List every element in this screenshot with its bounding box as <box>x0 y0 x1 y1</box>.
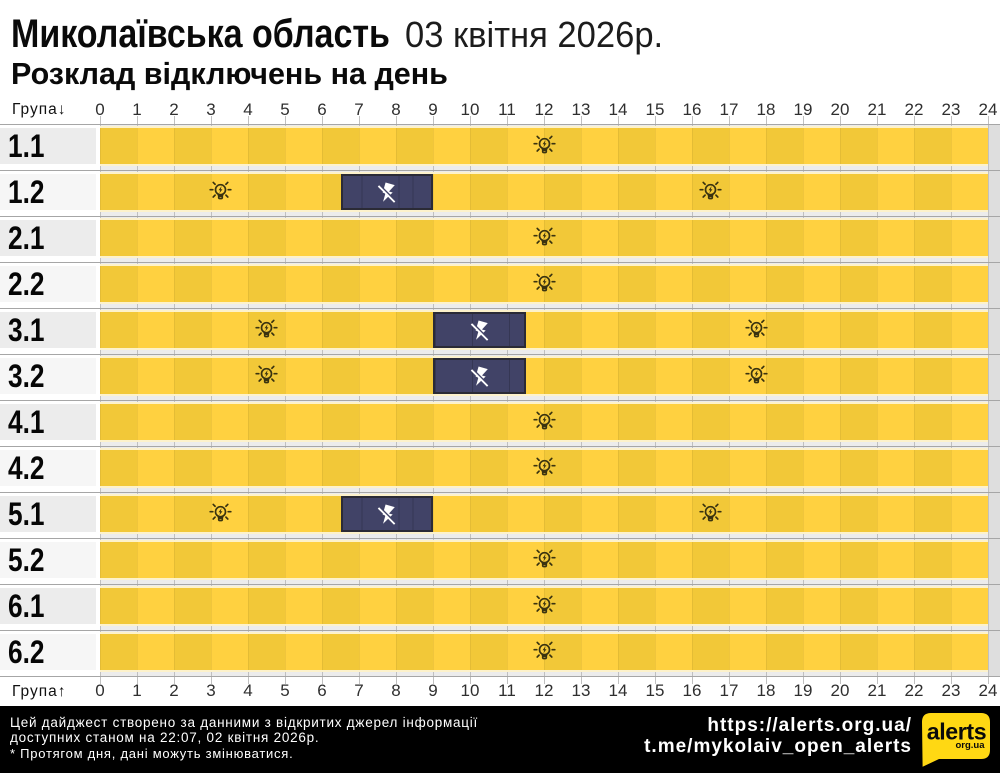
svg-text:org.ua: org.ua <box>955 740 985 751</box>
svg-text:alerts: alerts <box>927 719 986 745</box>
